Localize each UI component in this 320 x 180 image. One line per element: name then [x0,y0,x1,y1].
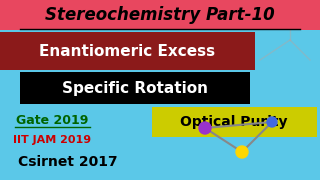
Bar [0,32,255,70]
Text: Optical Purity: Optical Purity [180,115,288,129]
Text: IIT JAM 2019: IIT JAM 2019 [13,135,91,145]
Text: Csirnet 2017: Csirnet 2017 [18,155,118,169]
Circle shape [267,117,277,127]
Text: Enantiomeric Excess: Enantiomeric Excess [39,44,215,59]
Text: Stereochemistry Part-10: Stereochemistry Part-10 [45,6,275,24]
Bar [152,107,317,137]
Circle shape [199,122,211,134]
Text: Specific Rotation: Specific Rotation [62,80,208,96]
Bar [20,72,250,104]
Text: Gate 2019: Gate 2019 [16,114,88,127]
Circle shape [236,146,248,158]
Bar [0,0,320,30]
